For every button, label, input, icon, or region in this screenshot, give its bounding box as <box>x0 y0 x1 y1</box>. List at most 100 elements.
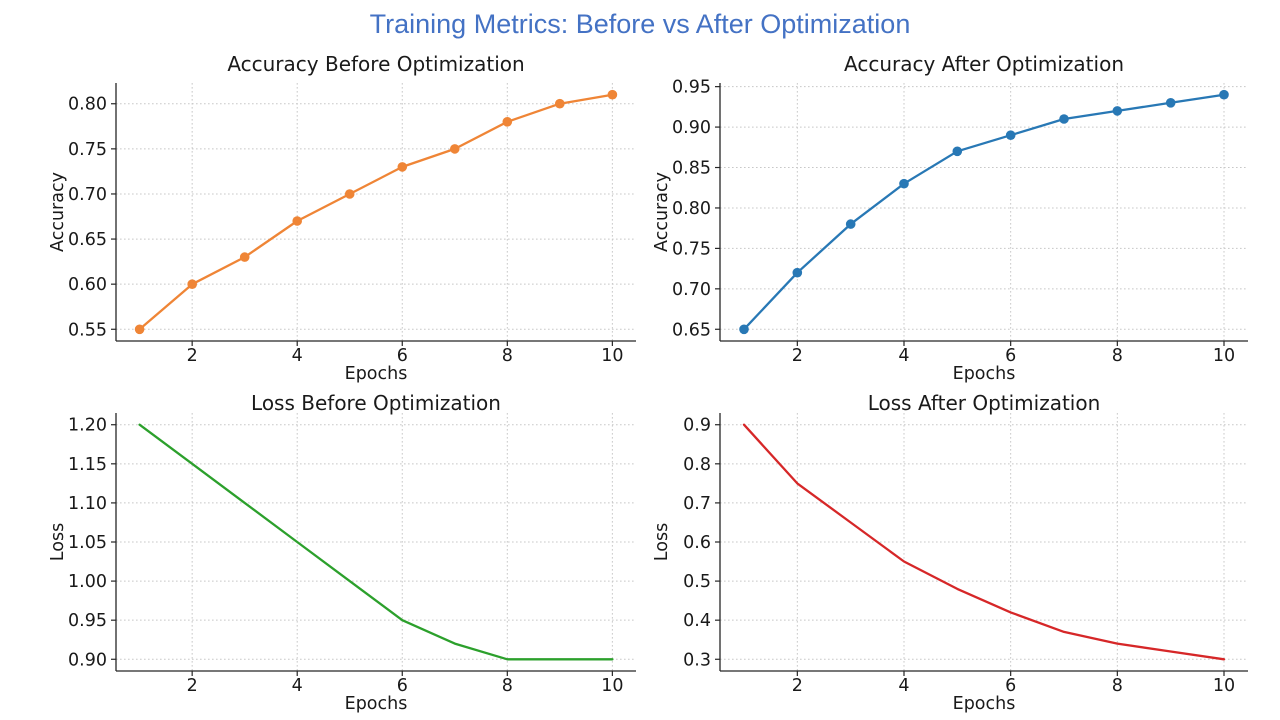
y-tick-label: 0.90 <box>672 118 711 138</box>
x-tick-label: 8 <box>1112 346 1123 366</box>
accuracy-after-marker <box>952 146 963 157</box>
y-tick-label: 0.95 <box>672 78 711 98</box>
accuracy-before-marker <box>555 98 565 109</box>
chart-loss-after: 2 4 6 8 10 0.3 0.4 0.5 0.6 0.7 0.8 0.9 Loss After Op… <box>640 385 1280 720</box>
y-tick-label: 0.65 <box>68 230 107 250</box>
loss-after-line <box>742 423 1226 661</box>
x-tick-label: 2 <box>187 346 198 366</box>
y-tick-label: 0.95 <box>68 611 107 631</box>
x-tick-label: 4 <box>292 676 303 696</box>
x-tick-label: 6 <box>1005 676 1016 696</box>
accuracy-before-line <box>138 93 614 331</box>
accuracy-before-chart: 2 4 6 8 10 0.55 0.60 0.65 0.70 0.75 0.80 Accuracy B… <box>48 52 636 384</box>
accuracy-before-marker <box>134 324 145 335</box>
y-tick-label: 1.00 <box>68 572 107 592</box>
x-tick-label: 2 <box>792 346 803 366</box>
grid-lines <box>720 83 1248 341</box>
y-tick-label: 0.6 <box>683 533 711 553</box>
y-tick-label: 0.7 <box>683 494 711 514</box>
accuracy-before-marker <box>344 189 355 199</box>
accuracy-after-marker <box>792 267 803 278</box>
y-tick-label: 1.20 <box>68 416 107 436</box>
y-tick-label: 0.75 <box>68 140 107 160</box>
y-tick-label: 0.8 <box>683 455 711 475</box>
figure-title: Training Metrics: Before vs After Optimi… <box>369 9 911 39</box>
y-tick-label: 0.75 <box>672 239 711 259</box>
x-tick-label: 8 <box>502 346 513 366</box>
y-tick-label: 0.4 <box>683 611 711 631</box>
x-tick-label: 10 <box>601 676 623 696</box>
axis-ticks <box>111 424 613 676</box>
x-tick-label: 4 <box>898 346 909 366</box>
y-axis-label: Accuracy <box>652 172 672 252</box>
accuracy-after-markers <box>739 89 1229 335</box>
x-tick-label: 10 <box>1213 346 1235 366</box>
x-tick-label: 8 <box>1112 676 1123 696</box>
y-tick-label: 0.90 <box>68 650 107 670</box>
y-tick-label: 0.80 <box>68 95 107 115</box>
y-tick-label: 0.9 <box>683 416 711 436</box>
accuracy-before-markers <box>134 89 618 335</box>
y-tick-label: 0.70 <box>68 185 107 205</box>
axis-ticks <box>715 424 1225 676</box>
subplot-title: Loss After Optimization <box>868 391 1101 415</box>
grid-lines <box>116 413 636 671</box>
subplot-title: Loss Before Optimization <box>251 391 501 415</box>
x-tick-label: 8 <box>502 676 513 696</box>
x-tick-label: 6 <box>397 346 408 366</box>
x-tick-label: 6 <box>1005 346 1016 366</box>
y-tick-label: 0.70 <box>672 280 711 300</box>
accuracy-after-marker <box>739 324 749 335</box>
loss-before-line <box>138 423 614 661</box>
x-axis-label: Epochs <box>953 694 1016 714</box>
accuracy-before-marker <box>397 162 408 172</box>
accuracy-after-marker <box>1005 130 1016 140</box>
accuracy-before-marker <box>187 279 197 289</box>
accuracy-after-marker <box>1219 89 1229 100</box>
x-tick-label: 10 <box>601 346 623 366</box>
chart-loss-before: 2 4 6 8 10 0.90 0.95 1.00 1.05 1.10 1.15 1.20 Loss B… <box>0 385 640 720</box>
x-axis-label: Epochs <box>345 364 408 384</box>
accuracy-before-marker <box>502 117 513 127</box>
axis-ticks <box>715 86 1225 346</box>
accuracy-after-marker <box>1059 114 1069 124</box>
y-tick-label: 1.15 <box>68 455 107 475</box>
x-tick-label: 2 <box>792 676 803 696</box>
y-axis-label: Accuracy <box>48 172 68 252</box>
y-tick-label: 0.80 <box>672 199 711 219</box>
accuracy-before-marker <box>450 144 460 154</box>
y-tick-label: 0.65 <box>672 320 711 340</box>
accuracy-after-marker <box>899 178 909 189</box>
chart-accuracy-before: 2 4 6 8 10 0.55 0.60 0.65 0.70 0.75 0.80 Accuracy B… <box>0 45 640 385</box>
x-axis-label: Epochs <box>953 364 1016 384</box>
x-tick-label: 10 <box>1213 676 1235 696</box>
x-tick-label: 4 <box>898 676 909 696</box>
y-tick-label: 0.55 <box>68 320 107 340</box>
accuracy-before-marker <box>292 216 303 226</box>
loss-before-chart: 2 4 6 8 10 0.90 0.95 1.00 1.05 1.10 1.15 1.20 Loss B… <box>48 391 636 714</box>
subplot-title: Accuracy After Optimization <box>844 52 1124 76</box>
accuracy-before-marker <box>239 252 250 262</box>
accuracy-after-line <box>742 93 1226 331</box>
chart-accuracy-after: 2 4 6 8 10 0.65 0.70 0.75 0.80 0.85 0.90 0.95 Accura… <box>640 45 1280 385</box>
x-tick-label: 6 <box>397 676 408 696</box>
axis-ticks <box>111 103 613 346</box>
y-axis-label: Loss <box>652 523 672 561</box>
y-tick-label: 0.3 <box>683 650 711 670</box>
y-tick-label: 0.5 <box>683 572 711 592</box>
accuracy-after-marker <box>845 219 856 229</box>
accuracy-after-marker <box>1165 98 1176 108</box>
y-tick-label: 0.85 <box>672 159 711 179</box>
accuracy-before-marker <box>607 89 618 100</box>
grid-lines <box>720 413 1248 671</box>
accuracy-after-chart: 2 4 6 8 10 0.65 0.70 0.75 0.80 0.85 0.90 0.95 Accura… <box>652 52 1248 384</box>
subplot-title: Accuracy Before Optimization <box>227 52 524 76</box>
y-tick-label: 0.60 <box>68 275 107 295</box>
x-tick-label: 2 <box>187 676 198 696</box>
accuracy-after-marker <box>1112 106 1123 116</box>
loss-after-chart: 2 4 6 8 10 0.3 0.4 0.5 0.6 0.7 0.8 0.9 Loss After Op… <box>652 391 1248 714</box>
y-tick-label: 1.10 <box>68 494 107 514</box>
x-axis-label: Epochs <box>345 694 408 714</box>
y-axis-label: Loss <box>48 523 68 561</box>
